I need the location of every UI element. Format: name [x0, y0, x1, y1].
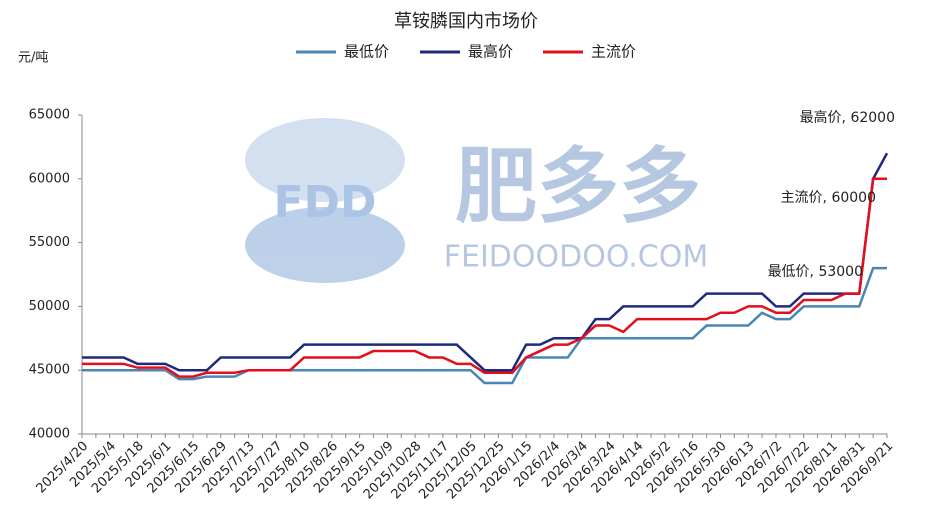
watermark-url: FEIDOODOO.COM: [444, 240, 708, 275]
y-tick-label: 60000: [29, 171, 70, 186]
y-tick-label: 40000: [29, 427, 70, 442]
watermark-shape: [245, 207, 405, 283]
y-tick-label: 65000: [29, 108, 70, 123]
legend-text: 主流价: [591, 43, 636, 61]
y-tick-label: 55000: [29, 235, 70, 250]
watermark-shape: [245, 118, 405, 202]
watermark-name: 肥多多: [455, 139, 701, 234]
annotation: 最低价, 53000: [768, 264, 863, 280]
series-line: [82, 152, 889, 372]
watermark: FDD 肥多多 FEIDOODOO.COM: [245, 118, 708, 283]
legend-text: 最低价: [344, 43, 389, 61]
series-line: [82, 266, 887, 385]
y-unit: 元/吨: [18, 51, 48, 66]
annotation: 主流价, 60000: [781, 190, 876, 206]
y-tick-label: 45000: [29, 363, 70, 378]
watermark-logo: FDD: [273, 177, 376, 228]
annotation: 最高价, 62000: [800, 109, 895, 126]
y-tick-label: 50000: [29, 299, 70, 314]
series-line: [82, 177, 887, 378]
chart-title: 草铵膦国内市场价: [394, 11, 538, 32]
legend-text: 最高价: [468, 43, 513, 61]
